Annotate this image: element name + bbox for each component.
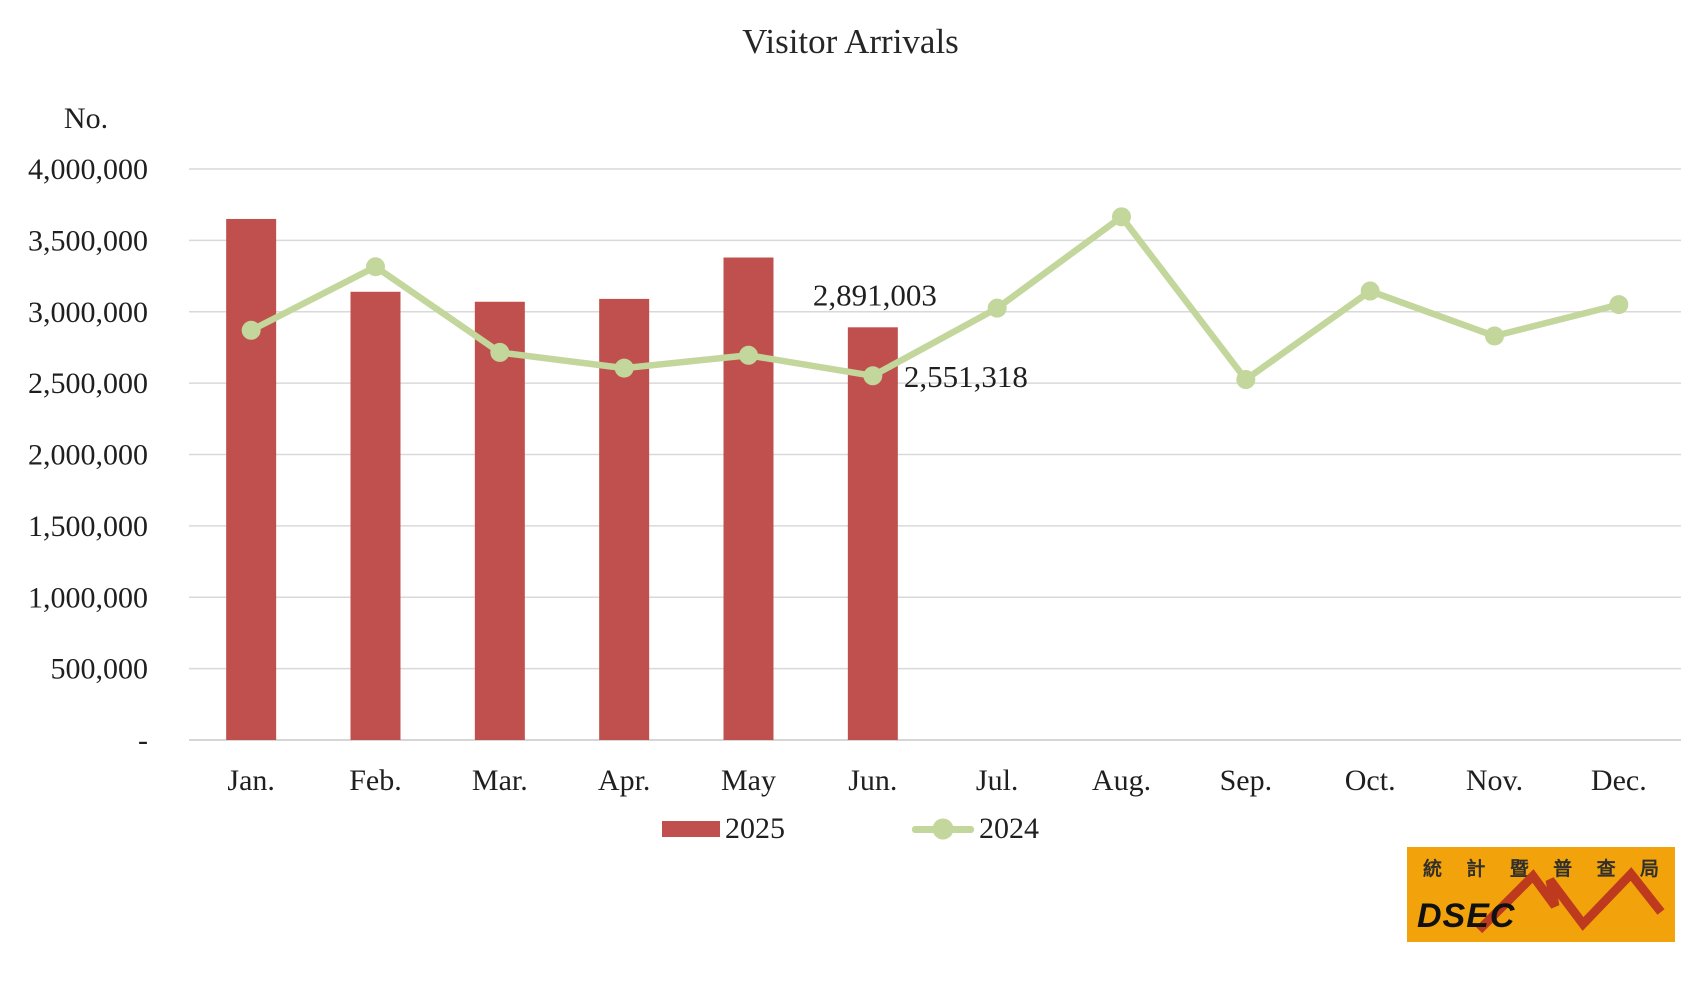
legend-bar-swatch	[662, 821, 720, 837]
logo-cjk-char: 暨	[1509, 859, 1529, 880]
dsec-logo-latin-text: DSEC	[1417, 897, 1516, 935]
point-2024-Mar.	[490, 342, 510, 362]
x-tick-label: Nov.	[1466, 764, 1523, 797]
legend-item-2025: 2025	[662, 812, 785, 846]
line-2024	[247, 213, 1623, 383]
bar-2025-May	[723, 257, 774, 740]
logo-cjk-char: 局	[1639, 859, 1659, 880]
dsec-logo-chinese-text: 統計暨普查局	[1407, 847, 1675, 881]
logo-cjk-char: 計	[1466, 859, 1486, 880]
point-2024-Oct.	[1360, 281, 1380, 301]
dsec-logo: 統 計 暨 普 查 局 DSEC	[1407, 847, 1675, 942]
y-tick-label: -	[138, 724, 148, 757]
legend-item-2024: 2024	[912, 812, 1039, 846]
bar-2025-Mar.	[474, 301, 525, 740]
logo-cjk-char: 查	[1596, 859, 1616, 880]
data-label-2025-Jun.: 2,891,003	[813, 277, 937, 312]
x-tick-label: Sep.	[1220, 764, 1273, 797]
x-tick-label: Jan.	[227, 764, 275, 797]
y-tick-label: 4,000,000	[28, 153, 148, 186]
chart-title: Visitor Arrivals	[742, 22, 959, 61]
point-2024-May	[739, 345, 758, 365]
point-2024-Nov.	[1485, 326, 1504, 346]
x-tick-label: Feb.	[349, 764, 402, 797]
point-2024-Jul.	[987, 298, 1007, 318]
zigzag-stroke	[1475, 867, 1665, 934]
point-2024-Jun.	[863, 366, 883, 386]
chart-legend: 2025 2024	[0, 812, 1701, 846]
y-tick-label: 2,500,000	[28, 367, 148, 400]
x-tick-label: Mar.	[472, 764, 528, 797]
x-tick-label: Oct.	[1345, 764, 1396, 797]
y-tick-label: 1,000,000	[28, 581, 148, 614]
y-tick-label: 3,500,000	[28, 224, 148, 257]
x-tick-label: Dec.	[1591, 764, 1647, 797]
y-tick-label: 3,000,000	[28, 296, 148, 329]
legend-line-marker	[912, 818, 974, 840]
x-tick-label: Jun.	[848, 764, 897, 797]
data-label-2024-Jun.: 2,551,318	[904, 359, 1028, 394]
point-2024-Feb.	[366, 257, 385, 277]
point-2024-Sep.	[1236, 370, 1256, 390]
bar-2025-Feb.	[350, 291, 401, 740]
point-2024-Dec.	[1609, 295, 1629, 315]
point-2024-Jan.	[241, 320, 261, 340]
logo-cjk-char: 統	[1423, 859, 1443, 880]
point-2024-Aug.	[1112, 207, 1131, 227]
bar-2025-Jun.	[847, 327, 898, 740]
point-2024-Apr.	[614, 358, 634, 378]
y-tick-label: 1,500,000	[28, 510, 148, 543]
legend-dot-marker	[932, 818, 954, 840]
bar-2025-Jan.	[226, 218, 277, 740]
y-axis-unit-label: No.	[63, 102, 109, 135]
logo-cjk-char: 普	[1553, 859, 1573, 880]
x-tick-label: Jul.	[976, 764, 1019, 797]
chart-plot-area: 4,000,000 3,500,000 3,000,000 2,500,000 2,00…	[28, 153, 1681, 797]
legend-label-2024: 2024	[979, 812, 1039, 845]
y-tick-label: 500,000	[51, 653, 149, 686]
lightning-zigzag-icon	[1475, 867, 1665, 934]
x-tick-label: May	[721, 764, 776, 797]
legend-label-2025: 2025	[725, 812, 785, 845]
x-tick-label: Aug.	[1092, 764, 1151, 797]
x-tick-label: Apr.	[598, 764, 651, 797]
y-tick-label: 2,000,000	[28, 439, 148, 472]
